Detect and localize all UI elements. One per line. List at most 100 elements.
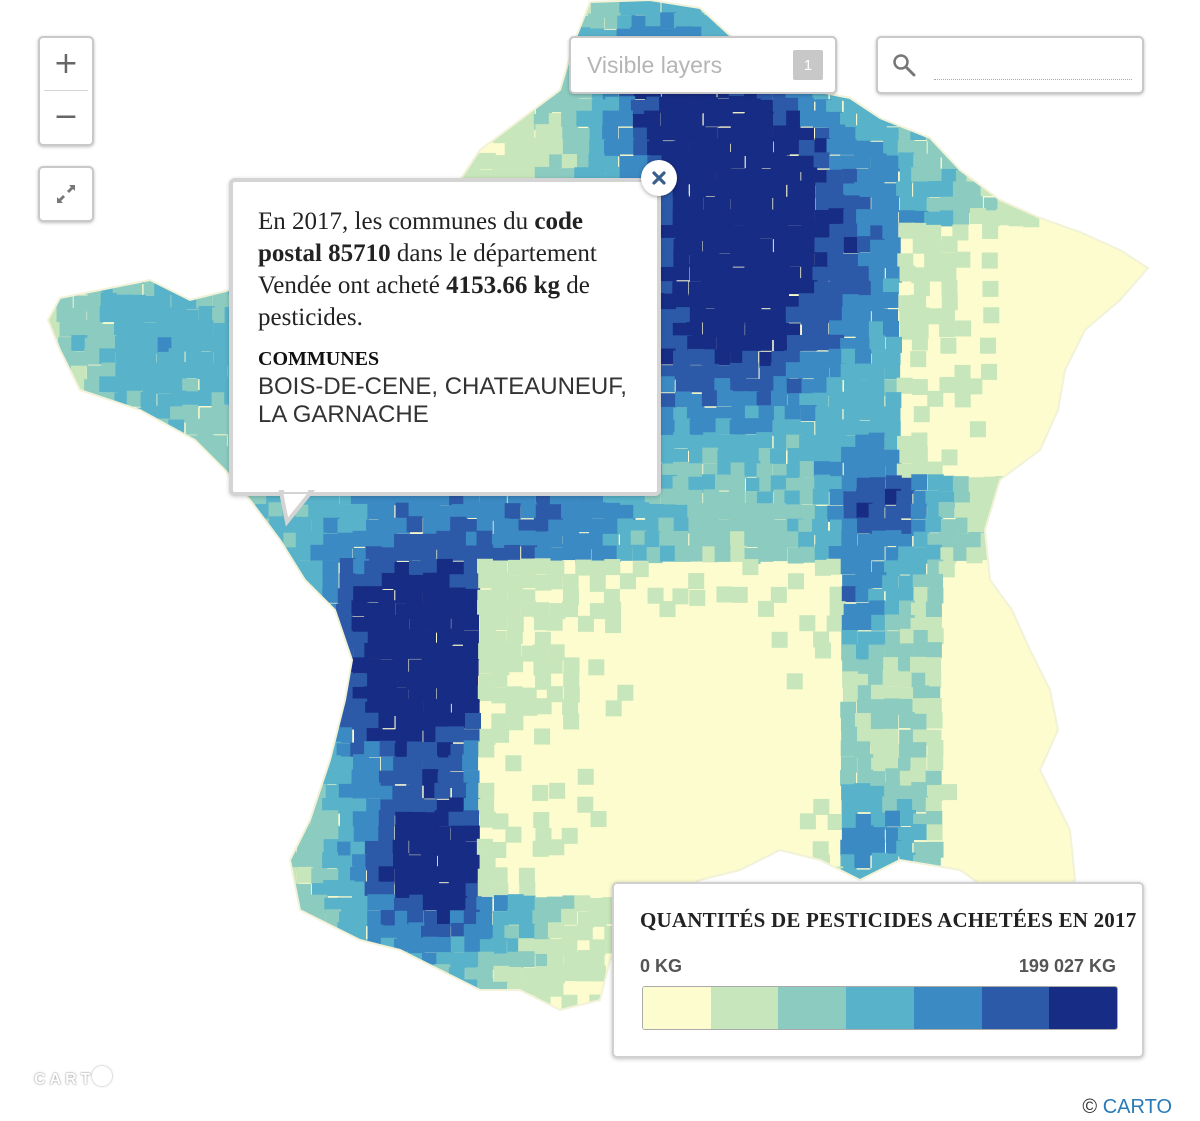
map-cell [449,797,466,814]
map-cell [323,839,340,856]
map-cell [464,869,481,886]
map-cell [421,644,438,661]
map-cell [829,223,846,240]
map-cell [756,238,773,255]
map-cell [394,910,411,927]
map-cell [926,308,943,325]
map-cell [829,488,846,505]
map-cell [155,377,172,394]
map-cell [911,167,928,184]
map-cell [464,502,481,519]
map-cell [311,518,328,535]
map-cell [855,559,872,576]
map-cell [463,699,480,716]
carto-attribution-link[interactable]: CARTO [1102,1096,1172,1118]
map-cell [884,560,901,577]
map-cell [422,588,439,605]
map-cell [423,572,440,589]
map-cell [659,406,676,423]
map-cell [927,841,944,858]
map-cell [519,923,536,940]
map-cell [422,769,439,786]
map-cell [812,266,829,283]
legend-swatch [981,987,1050,1029]
map-cell [827,294,844,311]
map-cell [770,475,787,492]
fullscreen-button[interactable] [38,166,94,222]
map-cell [925,671,942,688]
map-cell [563,518,580,535]
map-cell [700,531,717,548]
map-cell [507,908,524,925]
map-cell [534,924,551,941]
map-cell [644,531,661,548]
zoom-out-button[interactable]: − [53,99,79,134]
map-cell [548,839,565,856]
map-cell [605,700,622,717]
map-cell [801,379,818,396]
map-cell [856,614,873,631]
visible-layers-selector[interactable]: Visible layers 1 [569,36,837,94]
map-cell [728,320,745,337]
map-cell [841,784,858,801]
map-cell [378,687,395,704]
map-cell [519,572,536,589]
map-cell [899,447,916,464]
map-cell [492,813,509,830]
popup-close-button[interactable] [641,160,677,196]
map-cell [114,309,131,326]
map-cell [758,530,775,547]
map-cell [434,810,451,827]
map-cell [532,644,549,661]
map-cell [910,294,927,311]
map-cell [856,281,873,298]
map-cell [463,841,480,858]
map-cell [955,320,972,337]
map-cell [659,419,676,436]
map-cell [966,181,983,198]
map-cell [885,336,902,353]
map-cell [394,824,411,841]
map-cell [283,532,300,549]
map-cell [645,516,662,533]
map-cell [841,644,858,661]
map-cell [1008,210,1025,227]
map-cell [379,894,396,911]
map-cell [701,292,718,309]
map-cell [897,253,914,270]
map-cell [857,754,874,771]
map-cell [170,307,187,324]
map-cell [322,798,339,815]
map-cell [700,349,717,366]
map-cell [366,813,383,830]
map-cell [854,783,871,800]
map-cell [941,168,958,185]
map-cell [127,308,144,325]
search-icon [893,54,916,77]
map-cell [519,881,536,898]
zoom-in-button[interactable]: + [53,46,79,81]
map-cell [547,980,564,997]
map-cell [815,530,832,547]
map-cell [451,895,468,912]
map-cell [982,222,999,239]
map-cell [437,936,454,953]
map-cell [883,743,900,760]
map-cell [196,335,213,352]
map-cell [658,225,675,242]
map-cell [378,853,395,870]
search-input[interactable] [934,50,1132,80]
map-cell [394,883,411,900]
map-cell [588,950,605,967]
map-cell [533,153,550,170]
map-cell [745,153,762,170]
map-cell [828,348,845,365]
map-cell [126,377,143,394]
map-cell [449,587,466,604]
map-cell [520,687,537,704]
map-cell [882,713,899,730]
map-cell [605,601,622,618]
map-cell [156,365,173,382]
map-cell [646,125,663,142]
map-cell [842,671,859,688]
